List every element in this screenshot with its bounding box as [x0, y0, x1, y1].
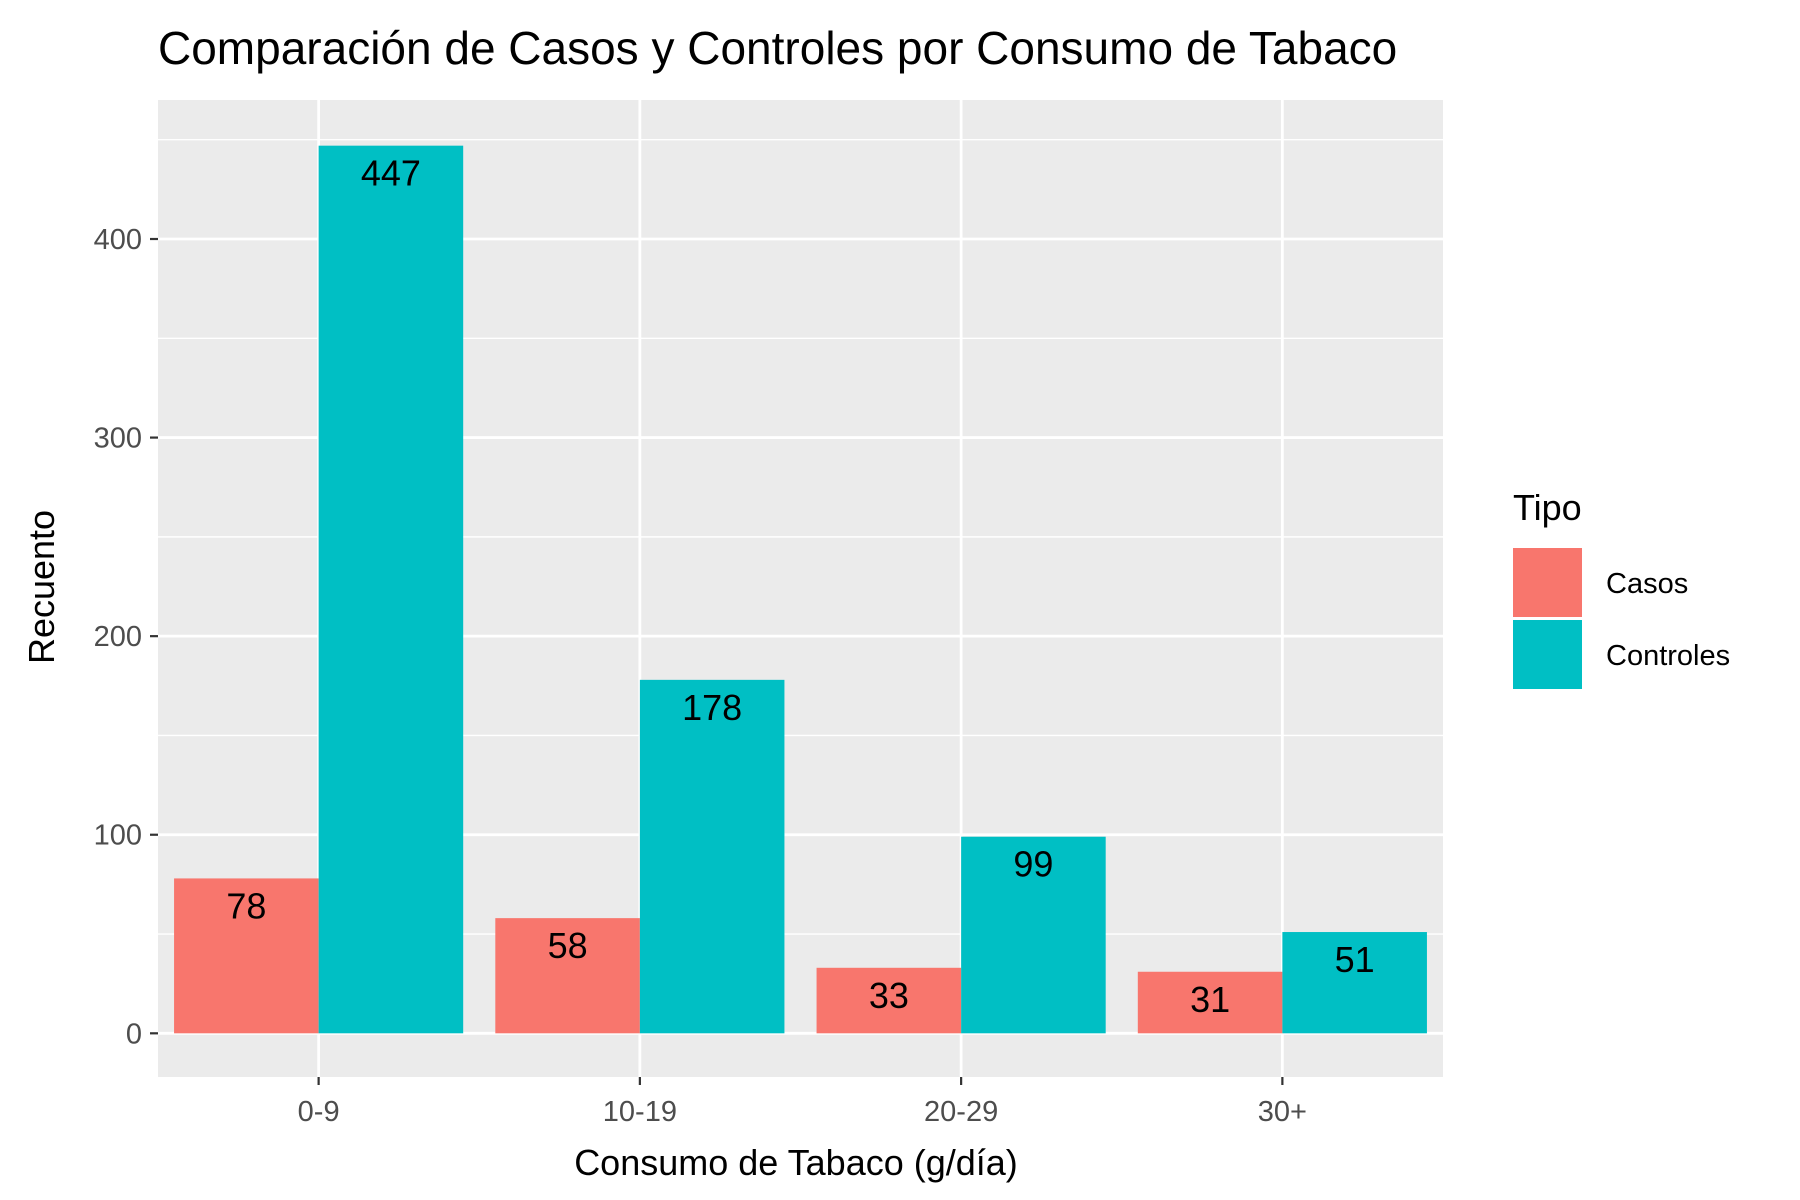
x-tick-label: 0-9: [298, 1096, 340, 1128]
bar-controles-20-29: [961, 836, 1106, 1034]
x-axis: 0-9 10-19 20-29 30+: [298, 1077, 1307, 1128]
legend-key-casos: [1513, 548, 1582, 617]
x-tick-label: 10-19: [603, 1096, 677, 1128]
data-label-controles-30+: 51: [1335, 939, 1375, 980]
data-label-controles-10-19: 178: [682, 687, 742, 728]
x-axis-title: Consumo de Tabaco (g/día): [574, 1142, 1018, 1183]
bar-controles-30+: [1282, 932, 1427, 1034]
y-axis-title: Recuento: [21, 510, 62, 664]
y-tick-label: 200: [94, 621, 142, 653]
y-tick-label: 300: [94, 423, 142, 455]
data-label-controles-0-9: 447: [361, 153, 421, 194]
bars-layer: [174, 145, 1427, 1034]
bar-controles-10-19: [639, 679, 785, 1034]
y-axis: 0 100 200 300 400: [94, 224, 158, 1050]
legend-label-casos: Casos: [1606, 568, 1688, 600]
data-label-casos-20-29: 33: [869, 975, 909, 1016]
y-tick-label: 100: [94, 820, 142, 852]
data-label-casos-10-19: 58: [548, 925, 588, 966]
legend-key-controles: [1513, 620, 1582, 689]
x-tick-label: 20-29: [924, 1096, 998, 1128]
legend: Tipo Casos Controles: [1513, 487, 1730, 689]
bar-casos-20-29: [816, 967, 962, 1034]
chart-title: Comparación de Casos y Controles por Con…: [158, 22, 1397, 74]
data-labels-layer: 78 447 58 178 33 99 31 51: [226, 153, 1374, 1020]
legend-title: Tipo: [1513, 487, 1582, 528]
y-tick-label: 0: [126, 1018, 142, 1050]
legend-label-controles: Controles: [1606, 640, 1730, 672]
data-label-casos-0-9: 78: [226, 885, 266, 926]
bar-casos-10-19: [495, 918, 640, 1034]
bar-casos-30+: [1137, 971, 1283, 1034]
legend-items: Casos Controles: [1513, 548, 1730, 689]
x-tick-label: 30+: [1258, 1096, 1307, 1128]
data-label-casos-30+: 31: [1190, 979, 1230, 1020]
data-label-controles-20-29: 99: [1013, 844, 1053, 885]
bar-controles-0-9: [318, 145, 464, 1034]
y-tick-label: 400: [94, 224, 142, 256]
bar-casos-0-9: [174, 878, 319, 1034]
